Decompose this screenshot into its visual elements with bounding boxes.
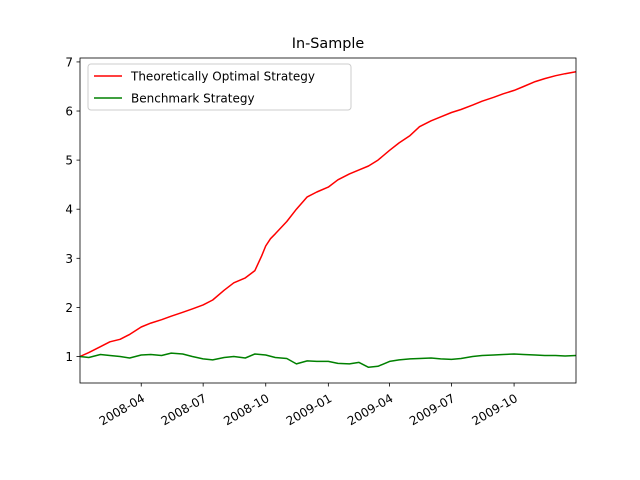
legend-label: Theoretically Optimal Strategy	[130, 70, 315, 84]
plot-frame	[79, 57, 577, 384]
y-tick-label: 3	[65, 252, 73, 266]
y-tick-label: 1	[65, 350, 73, 364]
series-line-benchmark	[79, 352, 577, 369]
y-tick-label: 6	[65, 105, 73, 119]
y-axis: 1 2 3 4 5 6 7	[65, 55, 80, 364]
y-tick-label: 4	[65, 203, 73, 217]
legend-label: Benchmark Strategy	[131, 92, 255, 106]
y-tick-label: 5	[65, 154, 73, 168]
legend-box	[87, 63, 352, 111]
y-tick-label: 2	[65, 301, 73, 315]
chart-title: In-Sample	[292, 36, 365, 52]
series-line-optimal	[79, 70, 577, 358]
y-tick-label: 7	[65, 55, 73, 69]
legend: Theoretically Optimal Strategy Benchmark …	[87, 63, 352, 111]
series-layer	[79, 70, 577, 369]
